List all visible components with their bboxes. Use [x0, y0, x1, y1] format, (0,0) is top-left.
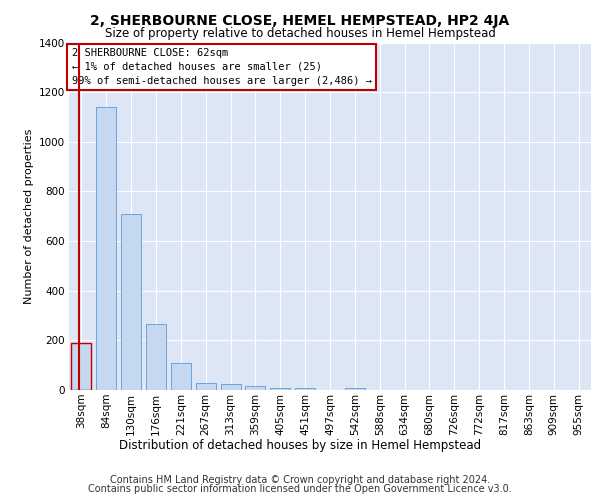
Text: 2, SHERBOURNE CLOSE, HEMEL HEMPSTEAD, HP2 4JA: 2, SHERBOURNE CLOSE, HEMEL HEMPSTEAD, HP… — [91, 14, 509, 28]
Bar — [345, 388, 365, 390]
Bar — [271, 388, 290, 390]
Text: Distribution of detached houses by size in Hemel Hempstead: Distribution of detached houses by size … — [119, 440, 481, 452]
Bar — [295, 388, 315, 390]
Bar — [71, 343, 91, 390]
Text: 2 SHERBOURNE CLOSE: 62sqm
← 1% of detached houses are smaller (25)
99% of semi-d: 2 SHERBOURNE CLOSE: 62sqm ← 1% of detach… — [71, 48, 371, 86]
Text: Contains public sector information licensed under the Open Government Licence v3: Contains public sector information licen… — [88, 484, 512, 494]
Bar — [221, 384, 241, 390]
Text: Contains HM Land Registry data © Crown copyright and database right 2024.: Contains HM Land Registry data © Crown c… — [110, 475, 490, 485]
Bar — [146, 324, 166, 390]
Bar — [245, 386, 265, 390]
Bar — [171, 362, 191, 390]
Bar — [121, 214, 141, 390]
Y-axis label: Number of detached properties: Number of detached properties — [25, 128, 34, 304]
Bar — [196, 382, 215, 390]
Bar — [97, 107, 116, 390]
Text: Size of property relative to detached houses in Hemel Hempstead: Size of property relative to detached ho… — [104, 28, 496, 40]
